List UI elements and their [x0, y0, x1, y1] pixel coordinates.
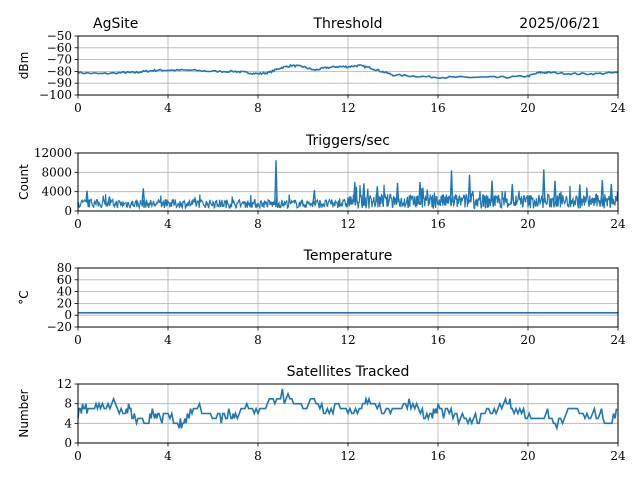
- x-tick-label: 4: [164, 449, 172, 463]
- y-tick-label: −70: [47, 53, 72, 67]
- x-tick-label: 0: [74, 101, 82, 115]
- series-line-counts: [78, 184, 618, 211]
- y-axis-label: dBm: [17, 52, 31, 80]
- x-tick-label: 8: [254, 449, 262, 463]
- series-line-0: [78, 63, 618, 79]
- y-tick-label: −20: [47, 320, 72, 334]
- series-line-0: [78, 388, 618, 432]
- y-tick-label: 40: [57, 285, 72, 299]
- y-tick-label: 0: [64, 436, 72, 450]
- y-tick-label: −60: [47, 41, 72, 55]
- panel-title: Satellites Tracked: [287, 364, 410, 380]
- x-tick-label: 0: [74, 449, 82, 463]
- y-tick-label: 12: [57, 377, 72, 391]
- x-tick-label: 12: [340, 449, 355, 463]
- y-tick-label: 12000: [34, 146, 72, 160]
- spike-mark: [541, 169, 546, 203]
- x-tick-label: 20: [520, 217, 535, 231]
- spike-mark: [490, 180, 494, 203]
- x-tick-label: 20: [520, 333, 535, 347]
- spike-mark: [600, 180, 605, 203]
- y-axis-label: Number: [17, 389, 31, 437]
- y-tick-label: 8000: [41, 165, 72, 179]
- x-tick-label: 12: [340, 101, 355, 115]
- date-label: 2025/06/21: [519, 16, 600, 32]
- y-tick-label: −100: [39, 88, 72, 102]
- x-tick-label: 24: [610, 333, 626, 347]
- x-tick-label: 24: [610, 449, 626, 463]
- y-tick-label: 60: [57, 273, 72, 287]
- x-tick-label: 24: [610, 217, 626, 231]
- spike-mark: [449, 170, 454, 203]
- panel-3: 0 4 8 12 16 20 24 0 4 8 12 Satellites Tracked Number: [17, 364, 626, 463]
- x-tick-label: 8: [254, 217, 262, 231]
- y-tick-label: 4: [64, 416, 72, 430]
- x-tick-label: 4: [164, 217, 172, 231]
- y-tick-label: −80: [47, 64, 72, 78]
- spike-mark: [107, 196, 112, 203]
- spike-mark: [352, 181, 357, 203]
- panel-title: Temperature: [303, 248, 393, 264]
- x-tick-label: 16: [430, 449, 445, 463]
- spike-mark: [418, 181, 422, 203]
- spike-mark: [85, 190, 89, 203]
- x-tick-label: 12: [340, 333, 355, 347]
- panel-1: 0 4 8 12 16 20 24 0 4000 8000 12000 Triggers/sec Cou…: [17, 133, 626, 231]
- y-tick-label: 0: [64, 204, 72, 218]
- y-tick-label: 0: [64, 308, 72, 322]
- y-axis-label: Count: [17, 164, 31, 200]
- y-tick-label: 20: [57, 296, 72, 310]
- x-tick-label: 4: [164, 101, 172, 115]
- spike-mark: [193, 195, 197, 203]
- spike-mark: [274, 160, 278, 203]
- spike-mark: [553, 180, 557, 203]
- panel-0: 0 4 8 12 16 20 24 −50−60−70−80−90−100 Threshold d…: [17, 16, 626, 115]
- x-tick-label: 4: [164, 333, 172, 347]
- x-tick-label: 16: [430, 101, 445, 115]
- x-tick-label: 16: [430, 333, 445, 347]
- y-axis-label: °C: [17, 290, 31, 304]
- spike-mark: [510, 183, 515, 203]
- spike-mark: [312, 190, 317, 203]
- spike-mark: [141, 188, 146, 203]
- x-tick-label: 20: [520, 101, 535, 115]
- y-tick-label: 8: [64, 397, 72, 411]
- x-tick-label: 8: [254, 101, 262, 115]
- panel-title: Threshold: [313, 16, 383, 32]
- y-tick-label: −90: [47, 76, 72, 90]
- x-tick-label: 0: [74, 217, 82, 231]
- x-tick-label: 24: [610, 101, 626, 115]
- spike-mark: [609, 183, 614, 203]
- site-name: AgSite: [93, 16, 138, 32]
- panel-title: Triggers/sec: [305, 133, 390, 149]
- x-tick-label: 16: [430, 217, 445, 231]
- y-tick-label: 80: [57, 261, 72, 275]
- spike-mark: [467, 174, 472, 203]
- x-tick-label: 8: [254, 333, 262, 347]
- x-tick-label: 20: [520, 449, 535, 463]
- spike-mark: [361, 183, 366, 203]
- x-tick-label: 12: [340, 217, 355, 231]
- x-tick-label: 0: [74, 333, 82, 347]
- spike-mark: [395, 182, 400, 203]
- y-tick-label: −50: [47, 29, 72, 43]
- spike-mark: [375, 186, 380, 203]
- spike-mark: [577, 184, 582, 203]
- y-tick-label: 4000: [41, 185, 72, 199]
